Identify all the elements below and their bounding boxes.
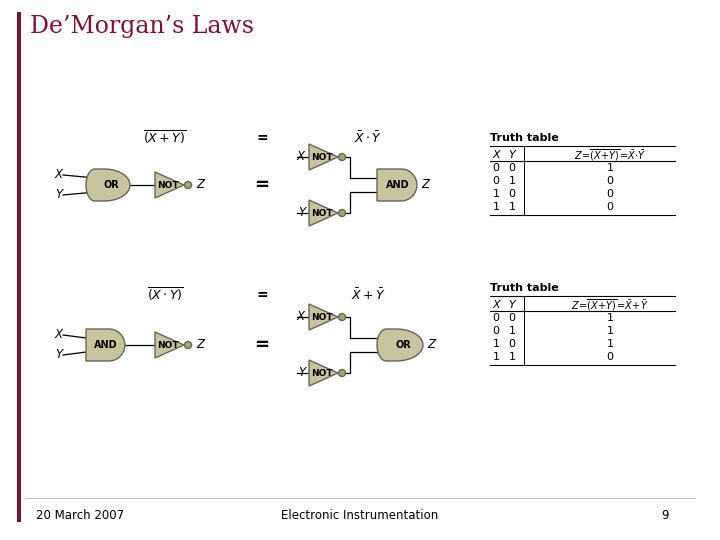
Text: 0: 0 <box>492 176 500 186</box>
Circle shape <box>184 341 192 348</box>
Text: Electronic Instrumentation: Electronic Instrumentation <box>282 509 438 522</box>
Text: 0: 0 <box>508 313 516 323</box>
Text: $Z\!=\!\overline{(X\!+\!Y)}\!=\!\bar{X}\!\cdot\!\bar{Y}$: $Z\!=\!\overline{(X\!+\!Y)}\!=\!\bar{X}\… <box>574 147 647 164</box>
Text: 1: 1 <box>508 326 516 336</box>
Text: 0: 0 <box>606 352 613 362</box>
Text: NOT: NOT <box>157 180 179 190</box>
Text: 9: 9 <box>661 509 669 522</box>
Text: Truth table: Truth table <box>490 283 559 293</box>
Text: OR: OR <box>396 340 412 350</box>
Polygon shape <box>155 172 184 198</box>
Polygon shape <box>309 304 338 330</box>
Circle shape <box>338 314 346 321</box>
Text: 1: 1 <box>508 202 516 212</box>
Text: NOT: NOT <box>311 152 333 161</box>
Text: De’Morgan’s Laws: De’Morgan’s Laws <box>30 15 254 38</box>
Polygon shape <box>309 144 338 170</box>
Circle shape <box>338 369 346 376</box>
Text: NOT: NOT <box>311 368 333 377</box>
Text: 1: 1 <box>606 163 613 173</box>
Text: 1: 1 <box>492 339 500 349</box>
Text: 1: 1 <box>606 326 613 336</box>
Text: 0: 0 <box>606 176 613 186</box>
Polygon shape <box>86 169 130 201</box>
Text: X: X <box>492 151 500 160</box>
Text: NOT: NOT <box>311 208 333 218</box>
Text: 1: 1 <box>492 352 500 362</box>
Text: Z: Z <box>421 179 429 192</box>
Polygon shape <box>377 329 423 361</box>
Text: 0: 0 <box>492 163 500 173</box>
Text: OR: OR <box>104 180 120 190</box>
Text: Y: Y <box>298 206 305 219</box>
Text: Y: Y <box>55 348 62 361</box>
Text: X: X <box>54 168 62 181</box>
Bar <box>17 12 20 522</box>
Text: 0: 0 <box>508 163 516 173</box>
Text: =: = <box>254 336 269 354</box>
Text: 0: 0 <box>492 326 500 336</box>
Text: =: = <box>256 131 268 145</box>
Text: 0: 0 <box>606 202 613 212</box>
Text: 0: 0 <box>606 189 613 199</box>
Text: NOT: NOT <box>311 313 333 321</box>
Text: $\bar{X} + \bar{Y}$: $\bar{X} + \bar{Y}$ <box>351 287 385 303</box>
Text: X: X <box>54 328 62 341</box>
Text: 1: 1 <box>606 313 613 323</box>
Polygon shape <box>377 169 417 201</box>
Text: X: X <box>297 310 305 323</box>
Text: $\overline{(X \cdot Y)}$: $\overline{(X \cdot Y)}$ <box>147 286 184 303</box>
Text: Y: Y <box>55 188 62 201</box>
Circle shape <box>338 153 346 160</box>
Polygon shape <box>309 360 338 386</box>
Text: Truth table: Truth table <box>490 133 559 143</box>
Circle shape <box>184 181 192 188</box>
Text: $\bar{X} \cdot \bar{Y}$: $\bar{X} \cdot \bar{Y}$ <box>354 130 382 146</box>
Text: Z: Z <box>197 179 204 192</box>
Polygon shape <box>155 332 184 358</box>
Text: 1: 1 <box>492 202 500 212</box>
Text: Y: Y <box>298 367 305 380</box>
Polygon shape <box>309 200 338 226</box>
Text: 20 March 2007: 20 March 2007 <box>36 509 124 522</box>
Text: Y: Y <box>508 151 516 160</box>
Text: 0: 0 <box>508 189 516 199</box>
Text: 1: 1 <box>492 189 500 199</box>
Text: Y: Y <box>508 300 516 310</box>
Circle shape <box>338 210 346 217</box>
Text: Z: Z <box>197 339 204 352</box>
Text: Z: Z <box>427 339 435 352</box>
Text: $Z\!=\!\overline{(X\!+\!Y)}\!=\!\bar{X}\!+\!\bar{Y}$: $Z\!=\!\overline{(X\!+\!Y)}\!=\!\bar{X}\… <box>571 298 649 313</box>
Text: =: = <box>254 176 269 194</box>
Text: $\overline{(X+Y)}$: $\overline{(X+Y)}$ <box>143 129 186 147</box>
Polygon shape <box>86 329 125 361</box>
Text: AND: AND <box>94 340 118 350</box>
Text: 0: 0 <box>508 339 516 349</box>
Text: 0: 0 <box>492 313 500 323</box>
Text: X: X <box>492 300 500 310</box>
Text: NOT: NOT <box>157 341 179 349</box>
Text: AND: AND <box>387 180 410 190</box>
Text: 1: 1 <box>508 176 516 186</box>
Text: =: = <box>256 288 268 302</box>
Text: 1: 1 <box>606 339 613 349</box>
Text: X: X <box>297 151 305 164</box>
Text: 1: 1 <box>508 352 516 362</box>
